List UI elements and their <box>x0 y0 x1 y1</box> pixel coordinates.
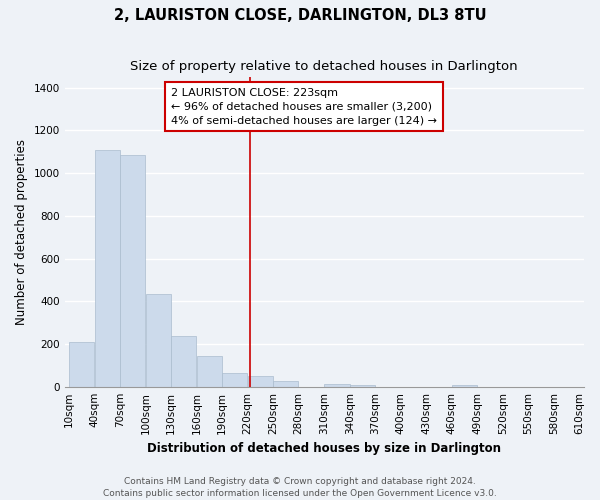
Text: Contains HM Land Registry data © Crown copyright and database right 2024.
Contai: Contains HM Land Registry data © Crown c… <box>103 476 497 498</box>
Bar <box>248 376 273 387</box>
Y-axis label: Number of detached properties: Number of detached properties <box>15 139 28 325</box>
Bar <box>223 373 247 387</box>
Bar <box>274 382 298 387</box>
Bar <box>146 294 171 387</box>
Bar <box>452 384 477 387</box>
Bar <box>171 336 196 387</box>
Bar <box>197 356 222 387</box>
Bar <box>350 384 375 387</box>
X-axis label: Distribution of detached houses by size in Darlington: Distribution of detached houses by size … <box>147 442 501 455</box>
Title: Size of property relative to detached houses in Darlington: Size of property relative to detached ho… <box>130 60 518 73</box>
Bar <box>325 384 350 387</box>
Bar <box>95 150 120 387</box>
Text: 2, LAURISTON CLOSE, DARLINGTON, DL3 8TU: 2, LAURISTON CLOSE, DARLINGTON, DL3 8TU <box>113 8 487 22</box>
Text: 2 LAURISTON CLOSE: 223sqm
← 96% of detached houses are smaller (3,200)
4% of sem: 2 LAURISTON CLOSE: 223sqm ← 96% of detac… <box>171 88 437 126</box>
Bar <box>120 155 145 387</box>
Bar <box>69 342 94 387</box>
